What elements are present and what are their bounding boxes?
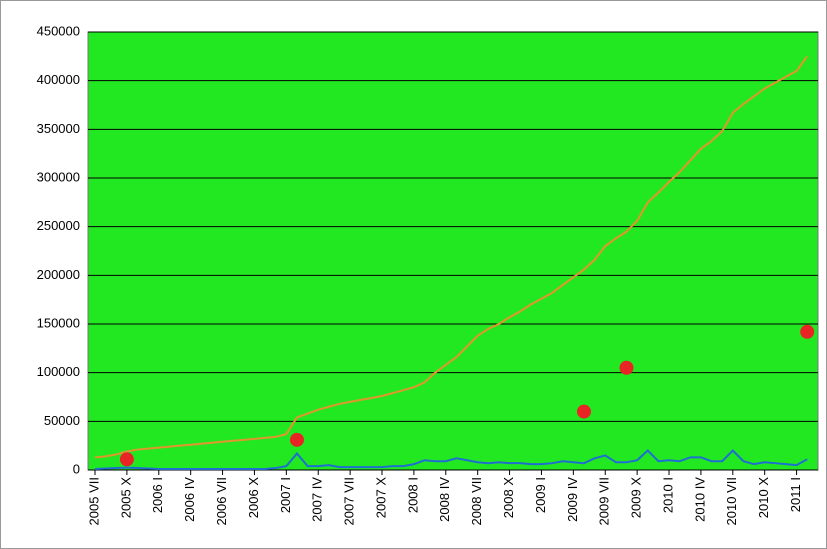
x-tick-label: 2006 VII — [214, 477, 229, 525]
x-tick-label: 2006 I — [150, 477, 165, 513]
x-tick-label: 2009 IV — [565, 477, 580, 522]
data-point — [289, 432, 304, 447]
x-tick-label: 2006 IV — [182, 477, 197, 522]
x-tick-label: 2005 VII — [86, 477, 101, 525]
y-tick-label: 350000 — [37, 121, 80, 136]
x-tick-label: 2009 X — [629, 477, 644, 519]
y-tick-label: 100000 — [37, 364, 80, 379]
x-tick-label: 2011 I — [788, 477, 803, 512]
x-tick-label: 2006 X — [246, 477, 261, 519]
x-tick-label: 2007 X — [373, 477, 388, 519]
x-tick-label: 2010 VII — [724, 477, 739, 525]
y-tick-label: 450000 — [37, 23, 80, 38]
data-point — [119, 452, 134, 467]
x-tick-label: 2007 VII — [342, 477, 357, 525]
y-tick-label: 200000 — [37, 267, 80, 282]
x-tick-label: 2007 I — [278, 477, 293, 513]
x-tick-label: 2008 VII — [469, 477, 484, 525]
x-tick-label: 2010 IV — [692, 477, 707, 522]
x-tick-label: 2010 I — [660, 477, 675, 513]
y-tick-label: 250000 — [37, 218, 80, 233]
x-tick-label: 2008 X — [501, 477, 516, 519]
data-point — [576, 404, 591, 419]
x-tick-label: 2010 X — [756, 477, 771, 519]
x-tick-label: 2007 IV — [310, 477, 325, 522]
x-tick-label: 2009 VII — [597, 477, 612, 525]
plot-area — [87, 31, 819, 471]
y-tick-label: 50000 — [44, 413, 80, 428]
x-tick-label: 2008 IV — [437, 477, 452, 522]
y-tick-label: 150000 — [37, 315, 80, 330]
x-tick-label: 2009 I — [533, 477, 548, 513]
y-tick-label: 0 — [73, 461, 80, 476]
x-tick-label: 2008 I — [405, 477, 420, 513]
data-point — [800, 324, 815, 339]
y-tick-label: 400000 — [37, 72, 80, 87]
y-tick-label: 300000 — [37, 169, 80, 184]
x-tick-label: 2005 X — [118, 477, 133, 519]
data-line — [94, 449, 808, 471]
data-point — [619, 360, 634, 375]
data-line — [94, 55, 809, 459]
